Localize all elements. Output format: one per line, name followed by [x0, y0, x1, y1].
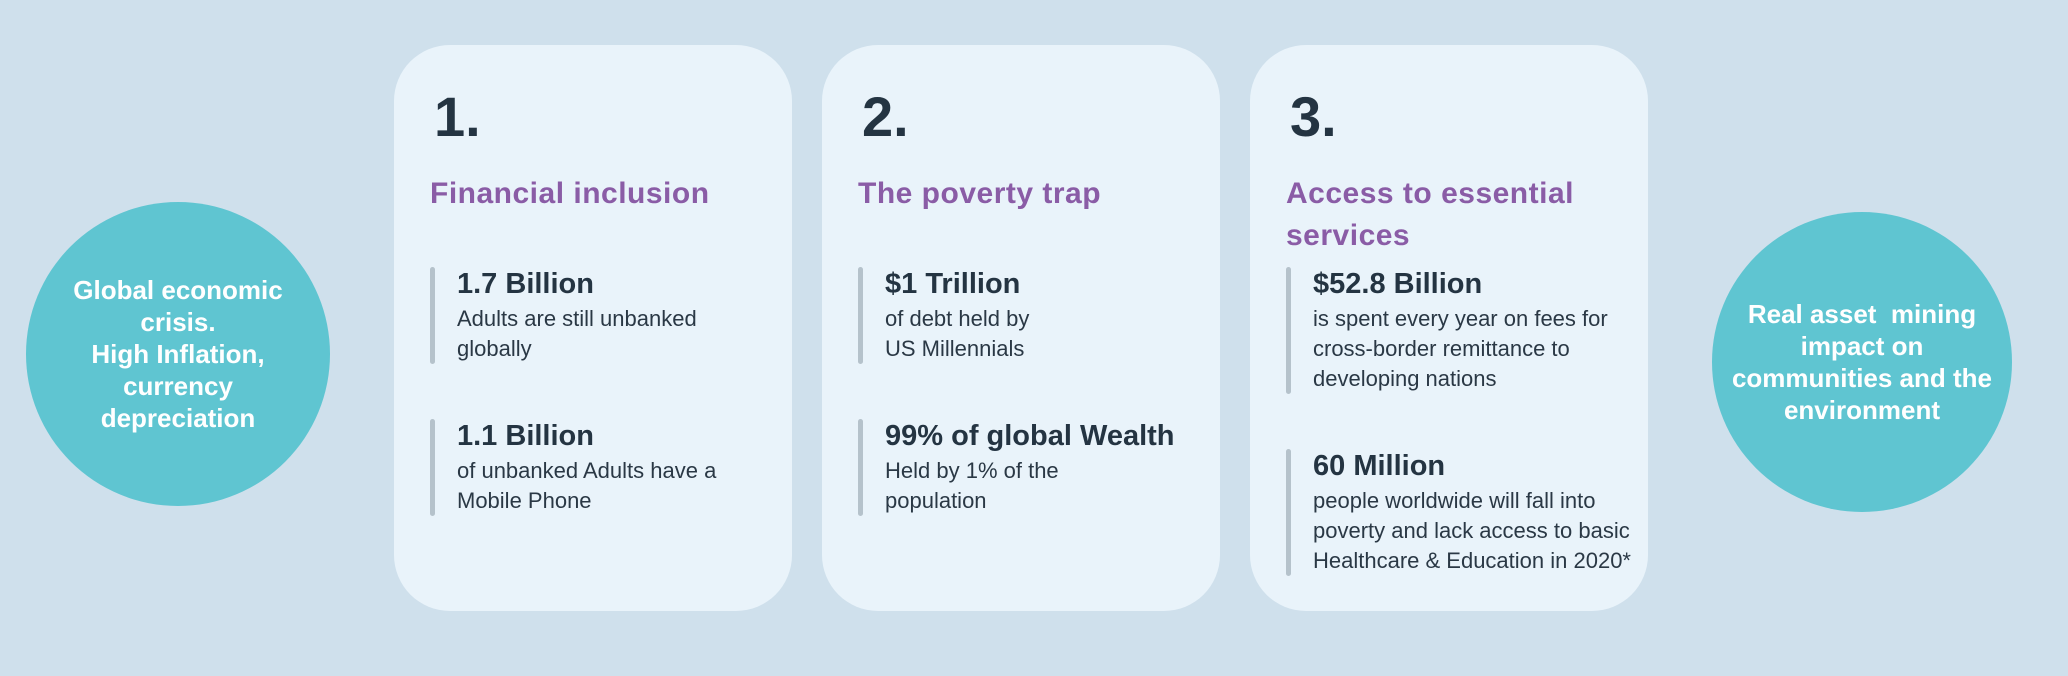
stat-value: 1.7 Billion: [457, 268, 594, 300]
stat-value: 60 Million: [1313, 450, 1446, 482]
stat-accent-bar: [430, 419, 435, 516]
card-financial-inclusion: 1. Financial inclusion 1.7 Billion Adult…: [394, 45, 792, 611]
stat-description: Held by 1% of the population: [885, 458, 1059, 513]
stats-list: 1.7 Billion Adults are still unbanked gl…: [430, 267, 772, 516]
stat-description: is spent every year on fees for cross-bo…: [1313, 306, 1608, 391]
stat-description: of unbanked Adults have a Mobile Phone: [457, 458, 717, 513]
stat-value: $1 Trillion: [885, 268, 1021, 300]
stat-value: $52.8 Billion: [1313, 268, 1483, 300]
stat-accent-bar: [1286, 267, 1291, 394]
stat-accent-bar: [858, 267, 863, 364]
stat-content: 99% of global Wealth Held by 1% of the p…: [885, 419, 1175, 516]
stat-content: 1.7 Billion Adults are still unbanked gl…: [457, 267, 697, 364]
stat-item: $52.8 Billion is spent every year on fee…: [1286, 267, 1628, 394]
stat-content: $52.8 Billion is spent every year on fee…: [1313, 267, 1608, 394]
stats-list: $1 Trillion of debt held by US Millennia…: [858, 267, 1200, 516]
left-circle-text: Global economic crisis. High Inflation, …: [73, 275, 283, 433]
right-circle-callout: Real asset mining impact on communities …: [1712, 212, 2012, 512]
stat-accent-bar: [430, 267, 435, 364]
stat-value: 1.1 Billion: [457, 420, 594, 452]
stat-content: $1 Trillion of debt held by US Millennia…: [885, 267, 1029, 364]
stat-item: 99% of global Wealth Held by 1% of the p…: [858, 419, 1200, 516]
card-number: 1.: [434, 85, 481, 148]
card-title: The poverty trap: [858, 177, 1102, 210]
stat-description: Adults are still unbanked globally: [457, 306, 697, 361]
stat-content: 60 Million people worldwide will fall in…: [1313, 449, 1631, 576]
card-title: Access to essential services: [1286, 177, 1574, 252]
stats-list: $52.8 Billion is spent every year on fee…: [1286, 267, 1631, 576]
stat-content: 1.1 Billion of unbanked Adults have a Mo…: [457, 419, 716, 516]
card-number: 3.: [1290, 85, 1337, 148]
card-title: Financial inclusion: [430, 177, 710, 210]
stat-item: 1.1 Billion of unbanked Adults have a Mo…: [430, 419, 772, 516]
stat-item: $1 Trillion of debt held by US Millennia…: [858, 267, 1200, 364]
stat-description: of debt held by US Millennials: [885, 306, 1030, 361]
stat-item: 60 Million people worldwide will fall in…: [1286, 449, 1631, 576]
left-circle-callout: Global economic crisis. High Inflation, …: [26, 202, 330, 506]
stat-item: 1.7 Billion Adults are still unbanked gl…: [430, 267, 772, 364]
stat-accent-bar: [1286, 449, 1291, 576]
card-number: 2.: [862, 85, 909, 148]
stat-accent-bar: [858, 419, 863, 516]
right-circle-text: Real asset mining impact on communities …: [1731, 299, 1993, 425]
card-access-essential-services: 3. Access to essential services $52.8 Bi…: [1250, 45, 1648, 611]
stat-description: people worldwide will fall into poverty …: [1313, 488, 1631, 573]
stat-value: 99% of global Wealth: [885, 420, 1175, 452]
card-poverty-trap: 2. The poverty trap $1 Trillion of debt …: [822, 45, 1220, 611]
